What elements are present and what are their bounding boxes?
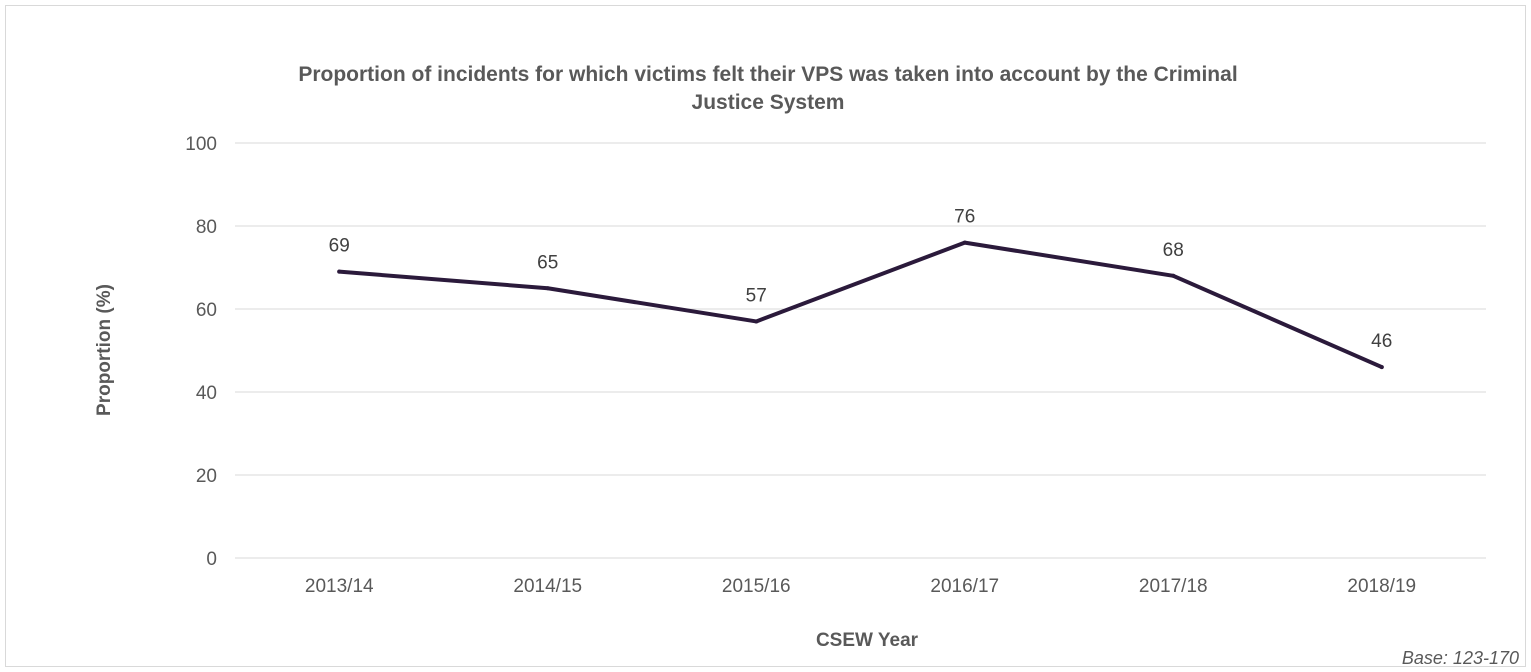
y-tick-label: 20 xyxy=(196,466,217,487)
x-tick-label: 2015/16 xyxy=(722,576,791,597)
data-point xyxy=(545,286,550,291)
data-point xyxy=(962,240,967,245)
chart-title-line-1: Proportion of incidents for which victim… xyxy=(298,63,1237,86)
x-tick-label: 2014/15 xyxy=(513,576,582,597)
y-tick-label: 80 xyxy=(196,217,217,238)
series-line xyxy=(337,240,1384,370)
data-point xyxy=(337,269,342,274)
data-label: 68 xyxy=(1163,240,1184,261)
base-footnote: Base: 123-170 xyxy=(1402,648,1519,668)
x-axis-title: CSEW Year xyxy=(816,630,919,651)
data-point xyxy=(1379,365,1384,370)
x-tick-label: 2016/17 xyxy=(930,576,999,597)
x-tick-label: 2017/18 xyxy=(1139,576,1208,597)
data-label: 65 xyxy=(537,252,558,273)
series-group xyxy=(337,240,1384,370)
chart-frame xyxy=(5,5,1526,667)
data-label: 46 xyxy=(1371,331,1392,352)
data-point xyxy=(754,319,759,324)
chart-title-line-2: Justice System xyxy=(692,91,845,114)
y-axis-title: Proportion (%) xyxy=(94,284,115,416)
y-axis-ticks: 0 20 40 60 80 100 xyxy=(185,134,217,570)
y-tick-label: 100 xyxy=(185,134,217,155)
data-label: 69 xyxy=(329,236,350,257)
data-point xyxy=(1171,273,1176,278)
x-tick-label: 2013/14 xyxy=(305,576,374,597)
gridlines xyxy=(235,142,1486,559)
y-tick-label: 40 xyxy=(196,383,217,404)
x-axis-ticks: 2013/14 2014/15 2015/16 2016/17 2017/18 2018/… xyxy=(305,576,1416,597)
y-tick-label: 0 xyxy=(206,549,217,570)
data-label: 57 xyxy=(746,285,767,306)
x-tick-label: 2018/19 xyxy=(1347,576,1416,597)
y-tick-label: 60 xyxy=(196,300,217,321)
data-labels: 69 65 57 76 68 46 xyxy=(329,207,1393,353)
data-label: 76 xyxy=(954,207,975,228)
